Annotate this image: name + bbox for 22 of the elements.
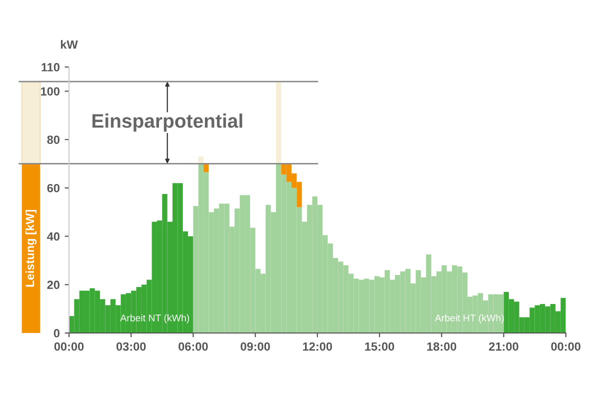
x-tick-label: 00:00 [551, 342, 580, 351]
annotation: Einsparpotential [92, 114, 242, 132]
y-axis-title: Leistung [kW] [25, 210, 37, 287]
bar [276, 82, 282, 164]
y-tick-label: 60 [47, 184, 60, 192]
text: kW [60, 40, 78, 49]
y-tick-label: 0 [54, 329, 60, 338]
x-tick-label: 21:00 [489, 342, 518, 351]
x-tick-label: 06:00 [178, 342, 208, 351]
y-tick-label: 110 [42, 63, 60, 72]
y-tick-label: 80 [47, 136, 60, 144]
y-tick-label: 20 [47, 280, 60, 290]
x-tick-label: 15:00 [365, 342, 394, 351]
annotation: Arbeit NT (kWh) [120, 314, 190, 324]
x-tick-label: 12:00 [303, 342, 332, 351]
annotation: Arbeit HT (kWh) [434, 314, 504, 324]
y-tick-label: 40 [47, 232, 60, 241]
x-tick-label: 18:00 [427, 342, 456, 351]
y-tick-label: 100 [41, 87, 60, 96]
x-tick-label: 03:00 [116, 342, 146, 351]
x-tick-label: 00:00 [54, 342, 84, 351]
x-tick-label: 09:00 [240, 342, 270, 351]
